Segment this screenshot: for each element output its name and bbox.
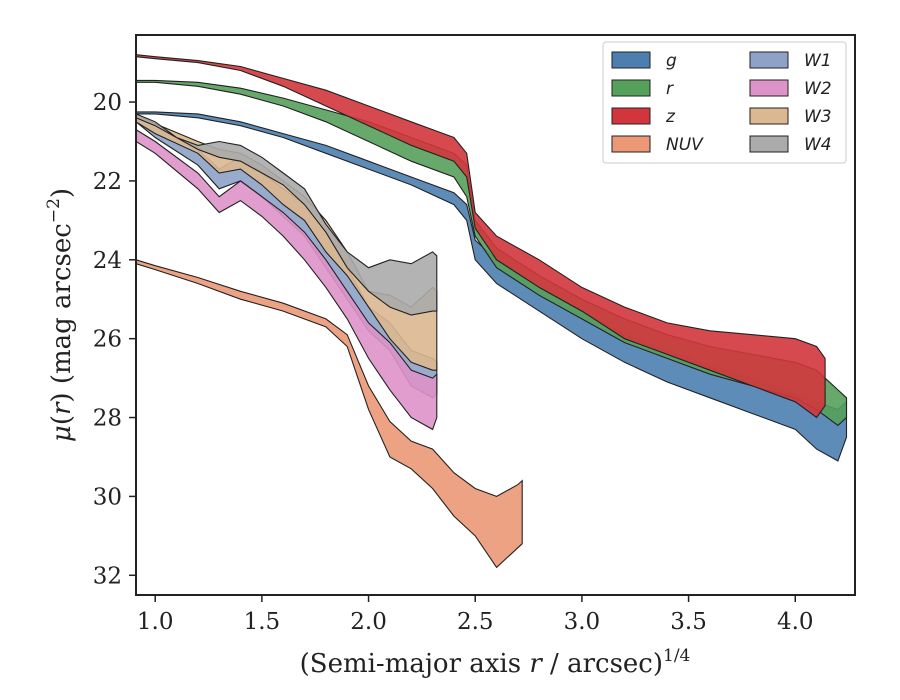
x-tick-label: 3.5: [670, 609, 707, 635]
legend-label: z: [665, 107, 676, 127]
band-z: [135, 54, 826, 419]
legend-swatch: [749, 107, 789, 125]
y-tick-label: 22: [93, 169, 122, 195]
band-g: [135, 111, 848, 462]
legend-label: W4: [804, 135, 832, 155]
y-tick-label: 20: [93, 90, 122, 116]
y-tick-label: 32: [93, 563, 122, 589]
y-tick-label: 24: [93, 248, 122, 274]
legend-swatch: [749, 79, 789, 97]
y-axis: 20 22 24 26 28 30 32: [93, 90, 136, 589]
band-w2: [135, 128, 438, 431]
x-tick-label: 2.5: [457, 609, 494, 635]
legend-label: W3: [804, 107, 832, 127]
x-tick-label: 3.0: [564, 609, 601, 635]
legend: grz NUV W1 W2 W3 W4: [602, 41, 847, 164]
band-w4: [135, 113, 438, 316]
y-tick-label: 28: [93, 406, 122, 432]
legend-swatch: [611, 51, 651, 69]
x-tick-label: 2.0: [350, 609, 387, 635]
plot-frame: [135, 34, 856, 596]
legend-label: W1: [804, 51, 832, 71]
y-tick-label: 30: [93, 484, 122, 510]
x-tick-label: 4.0: [777, 609, 814, 635]
legend-swatch: [611, 79, 651, 97]
legend-frame: [602, 41, 847, 164]
x-tick-label: 1.5: [244, 609, 281, 635]
legend-swatch: [749, 135, 789, 153]
legend-swatch: [611, 135, 651, 153]
legend-label: g: [666, 51, 677, 71]
x-axis-label: (Semi-major axis r / arcsec)1/4: [300, 646, 691, 679]
y-tick-label: 26: [93, 327, 122, 353]
x-axis: 1.0 1.5 2.0 2.5 3.0 3.5 4.0: [137, 595, 814, 635]
x-tick-label: 1.0: [137, 609, 174, 635]
legend-label: W2: [804, 79, 832, 99]
plot-bands: [135, 54, 848, 569]
legend-swatch: [749, 51, 789, 69]
legend-label: r: [666, 79, 674, 99]
legend-label: NUV: [666, 135, 704, 155]
band-nuv: [135, 259, 523, 569]
y-axis-label: μ(r) (mag arcsec−2): [44, 188, 77, 442]
legend-swatch: [611, 107, 651, 125]
